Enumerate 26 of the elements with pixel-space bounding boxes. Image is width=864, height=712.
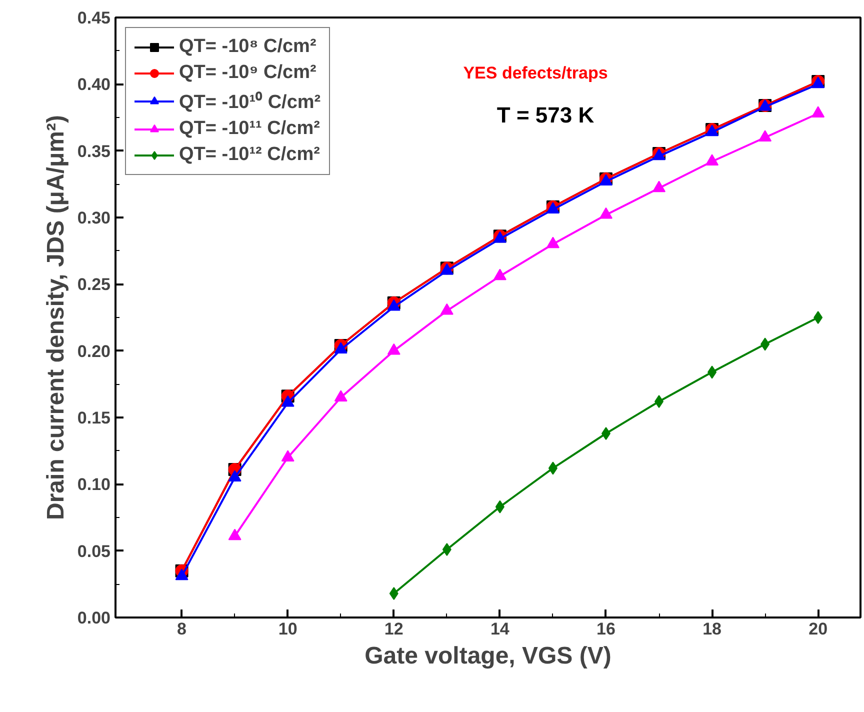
y-tick-label: 0.45 (77, 8, 111, 28)
x-axis-title: Gate voltage, VGS (V) (364, 642, 612, 670)
y-axis-title: Drain current density, JDS (μA/μm²) (42, 114, 70, 520)
legend-label: QT= -10⁹ C/cm² (179, 62, 316, 84)
x-tick-label: 16 (596, 620, 616, 638)
y-tick-label: 0.00 (77, 608, 111, 628)
x-tick-label: 14 (490, 620, 510, 638)
annotation: T = 573 K (496, 102, 594, 128)
annotation: YES defects/traps (463, 64, 608, 82)
y-tick-label: 0.25 (77, 275, 111, 294)
y-tick-label: 0.15 (77, 408, 111, 428)
y-tick-label: 0.40 (77, 75, 111, 94)
y-tick-label: 0.20 (77, 342, 111, 361)
y-tick-label: 0.10 (77, 475, 111, 494)
x-tick-label: 10 (278, 620, 298, 638)
legend-label: QT= -10⁸ C/cm² (179, 36, 316, 58)
legend-label: QT= -10¹¹ C/cm² (179, 118, 320, 140)
x-tick-label: 12 (384, 620, 404, 638)
y-tick-label: 0.30 (77, 208, 111, 228)
x-tick-label: 8 (177, 620, 187, 638)
x-tick-label: 20 (808, 620, 828, 638)
legend-label: QT= -10¹² C/cm² (179, 144, 320, 166)
y-tick-label: 0.35 (77, 142, 111, 161)
x-tick-label: 18 (702, 620, 722, 638)
legend-label: QT= -10¹⁰ C/cm² (179, 90, 321, 114)
y-tick-label: 0.05 (77, 542, 111, 561)
